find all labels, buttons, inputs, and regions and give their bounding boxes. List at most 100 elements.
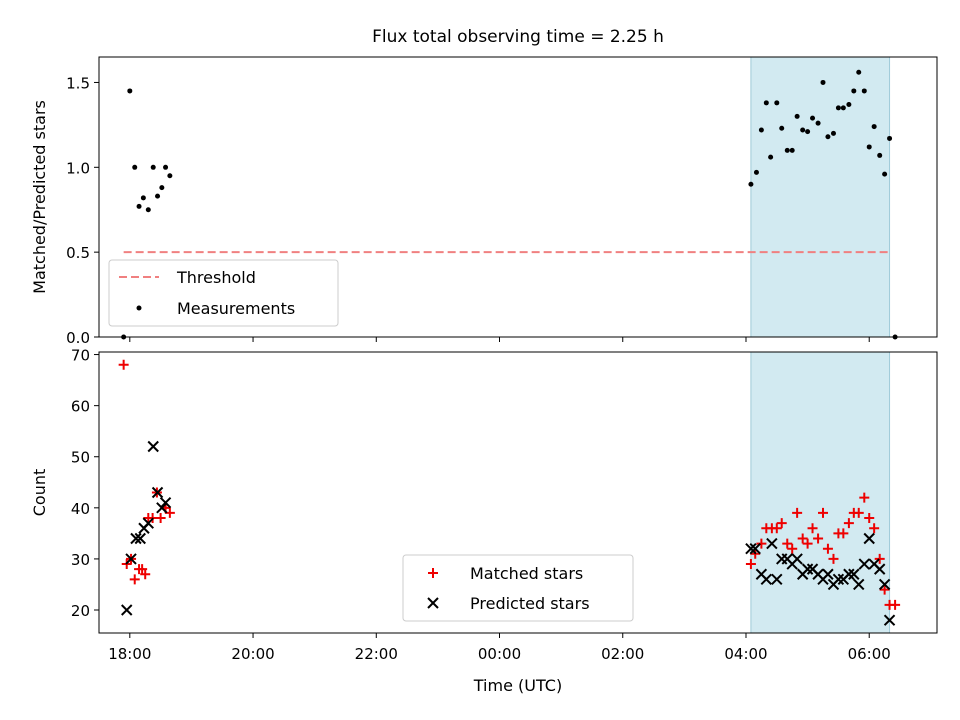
x-tick-label: 18:00 [108,645,151,663]
y-axis-label: Count [30,469,49,517]
x-tick-label: 04:00 [724,645,767,663]
measurement-point [840,105,846,111]
predicted-star-point [760,573,773,586]
matched-star-point [155,513,166,524]
legend: Matched stars Predicted stars [402,554,634,622]
y-tick-label: 60 [71,398,90,416]
legend-measurements-swatch [136,305,142,311]
matched-star-point [822,543,833,554]
observing-window-span [750,351,891,634]
axes-frame [98,56,938,338]
measurement-point [779,125,785,131]
y-tick-label: 40 [71,500,90,518]
measurement-point [810,115,816,121]
predicted-star-point [801,563,814,575]
count-panel: 20 30 40 50 60 70 18:00 20:00 22:00 00:00 02:00 04:… [30,347,938,695]
y-tick-label: 70 [71,347,90,365]
y-tick-label: 30 [71,551,90,569]
matched-star-point [818,507,829,518]
legend-predicted-swatch [427,597,439,609]
measurement-point [820,79,826,85]
matched-star-point [129,574,140,585]
measurement-point [871,124,877,130]
measurement-point [145,207,151,213]
predicted-star-point [159,497,172,509]
matched-star-point [828,553,839,564]
measurement-point [794,113,800,119]
predicted-star-point [121,604,133,616]
x-tick-label: 20:00 [231,645,274,663]
measurement-point [856,69,862,75]
predicted-star-point [858,558,870,570]
predicted-star-point [142,517,155,529]
matched-star-point [879,584,890,595]
legend-box [402,554,634,622]
predicted-star-point [832,573,845,586]
legend-threshold-label: Threshold [176,268,256,287]
measurement-point [825,134,831,140]
measurement-point [127,88,133,94]
measurement-point [155,193,161,199]
predicted-star-point [853,578,865,591]
measurement-point [768,154,774,160]
measurement-point [132,164,138,170]
matched-star-point [771,523,782,534]
matched-star-point [782,538,793,549]
matched-star-point [859,492,870,503]
predicted-star-point [134,532,146,545]
legend-matched-swatch [428,568,438,578]
legend-measurements-label: Measurements [177,299,295,318]
measurement-point [140,195,146,201]
predicted-star-point [766,537,778,550]
matched-star-point [890,599,901,610]
measurement-point [805,129,811,135]
predicted-star-point [883,614,896,626]
ratio-panel: 0.0 0.5 1.0 1.5 Matched/Predicted stars Thres… [30,56,938,347]
matched-star-point [776,518,787,529]
measurement-point [150,164,156,170]
predicted-star-point [843,568,855,580]
matched-star-point [838,528,849,539]
predicted-star-point [863,532,875,545]
predicted-star-point [791,553,803,565]
predicted-star-point [878,578,891,591]
x-axis-label: Time (UTC) [473,676,562,695]
measurement-point [887,135,893,141]
measurement-point [789,147,795,153]
y-tick-label: 20 [71,602,90,620]
matched-star-point [140,569,151,580]
measurement-point [861,88,867,94]
matched-star-point [807,523,818,534]
matched-star-point [864,513,875,524]
predicted-star-point [749,542,761,555]
legend: Threshold Measurements [108,259,339,327]
y-tick-label: 50 [71,449,90,467]
predicted-star-point [848,568,860,580]
matched-star-point [745,559,756,570]
measurement-point [758,127,764,133]
predicted-star-point [822,568,834,580]
measurement-point [846,102,852,108]
predicted-star-point [151,486,164,499]
measurement-point [163,164,169,170]
measurement-point [774,100,780,106]
matched-star-point [843,518,854,529]
matched-star-point [792,507,803,518]
predicted-star-point [745,542,757,555]
predicted-star-point [771,573,783,586]
measurement-point [815,120,821,126]
measurement-point [882,171,888,177]
measurement-point [830,130,836,136]
matched-star-point [874,553,885,564]
measurement-point [753,169,759,175]
matched-star-point [869,523,880,534]
legend-predicted-label: Predicted stars [470,594,590,613]
y-tick-label: 0.5 [66,244,90,262]
measurement-point [800,127,806,133]
predicted-star-point [873,563,886,575]
measurement-point [159,185,165,191]
axes-frame [98,351,938,634]
measurement-point [835,105,841,111]
predicted-star-point [147,440,159,453]
